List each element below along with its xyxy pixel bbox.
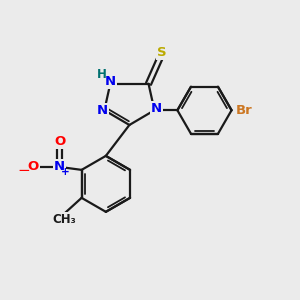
- Text: +: +: [61, 167, 70, 177]
- Text: N: N: [151, 102, 162, 115]
- Text: H: H: [97, 68, 107, 81]
- Text: O: O: [27, 160, 39, 173]
- Text: CH₃: CH₃: [52, 212, 76, 226]
- Text: N: N: [54, 160, 65, 173]
- Text: Br: Br: [236, 104, 252, 117]
- Text: N: N: [97, 104, 108, 117]
- Text: S: S: [157, 46, 166, 59]
- Text: −: −: [17, 163, 30, 178]
- Text: N: N: [105, 75, 116, 88]
- Text: O: O: [54, 135, 65, 148]
